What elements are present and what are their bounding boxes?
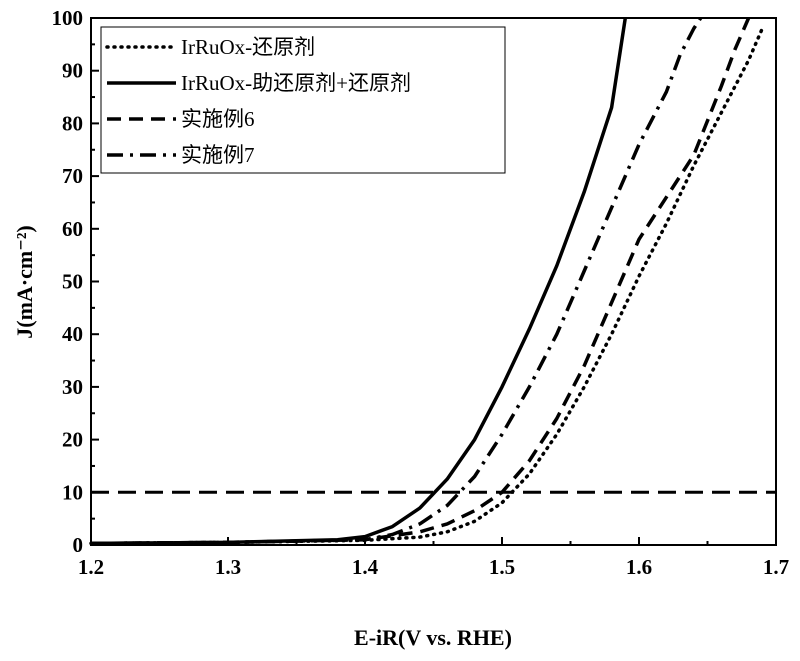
y-tick-label: 10	[62, 480, 83, 504]
series-line-1	[89, 26, 765, 546]
x-tick-label: 1.2	[78, 555, 104, 579]
x-tick-label: 1.7	[763, 555, 789, 579]
y-tick-label: 70	[62, 164, 83, 188]
legend-box	[100, 26, 506, 174]
y-tick-label: 80	[62, 111, 83, 135]
x-tick-label: 1.3	[215, 555, 241, 579]
series-layer	[89, 17, 765, 546]
y-tick-label: 40	[62, 322, 83, 346]
y-tick-label: 60	[62, 217, 83, 241]
y-tick-label: 30	[62, 375, 83, 399]
y-tick-label: 100	[52, 6, 84, 30]
legend-label-4: 实施例7	[181, 143, 255, 167]
x-tick-label: 1.6	[626, 555, 652, 579]
y-axis-title: J(mA·cm⁻²)	[12, 225, 37, 339]
legend-label-3: 实施例6	[181, 107, 255, 131]
y-tick-label: 50	[62, 270, 83, 294]
y-tick-label: 90	[62, 59, 83, 83]
legend-label-1: IrRuOx-还原剂	[181, 35, 315, 59]
y-axis: 0 10 20 30 40 50 60 70 80 90 100	[52, 6, 99, 557]
x-tick-label: 1.5	[489, 555, 515, 579]
x-axis: 1.2 1.3 1.4 1.5 1.6 1.7	[78, 537, 789, 579]
series-line-4	[90, 17, 703, 546]
y-tick-label: 0	[73, 533, 84, 557]
y-tick-label: 20	[62, 428, 83, 452]
x-tick-label: 1.4	[352, 555, 379, 579]
legend-label-2: IrRuOx-助还原剂+还原剂	[181, 71, 411, 95]
series-line-3	[90, 17, 751, 546]
x-axis-title: E-iR(V vs. RHE)	[354, 625, 512, 650]
